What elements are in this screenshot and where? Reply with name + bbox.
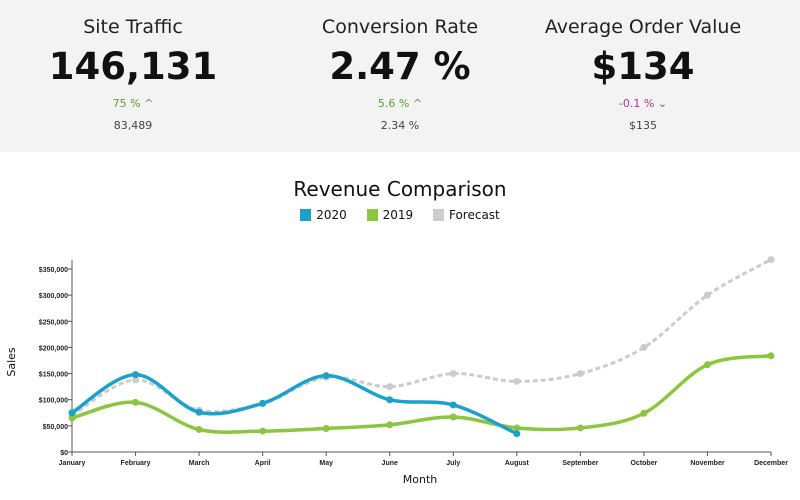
x-axis-label: Month [403, 473, 438, 486]
legend-label: 2020 [316, 208, 347, 222]
kpi-value: $134 [591, 45, 695, 88]
data-point-2019 [703, 361, 711, 369]
kpi-previous: $135 [629, 119, 657, 132]
series-line-2019 [71, 354, 772, 434]
kpi-previous: 2.34 % [380, 119, 420, 132]
y-tick-label: $300,000 [39, 293, 68, 300]
data-point-2020 [386, 396, 394, 404]
data-point-2020 [259, 399, 267, 407]
data-point-forecast [576, 370, 584, 378]
data-point-2020 [195, 408, 203, 416]
data-point-2020 [513, 430, 521, 438]
chart-legend: 2020 2019 Forecast [0, 208, 800, 222]
kpi-change-value: 5.6 % [377, 97, 410, 110]
x-tick-label: January [59, 460, 86, 467]
data-point-2020 [449, 401, 457, 409]
data-point-forecast [132, 376, 140, 384]
legend-item-forecast[interactable]: Forecast [432, 208, 500, 222]
legend-swatch [432, 209, 444, 221]
kpi-title: Conversion Rate [321, 16, 479, 38]
legend-label: Forecast [448, 208, 500, 222]
legend-swatch [366, 209, 378, 221]
data-point-2020 [68, 409, 76, 417]
series-line-2020 [71, 372, 518, 436]
data-point-2019 [195, 426, 203, 434]
chevron-down-icon: ⌄ [657, 97, 668, 110]
legend-swatch [300, 209, 312, 221]
kpi-change: 75 % ^ [3, 97, 263, 110]
data-point-2019 [386, 421, 394, 429]
data-point-2019 [513, 424, 521, 432]
y-axis-label: Sales [5, 347, 18, 377]
data-point-forecast [767, 256, 775, 264]
kpi-title: Average Order Value [544, 16, 742, 38]
y-tick-label: $150,000 [39, 372, 68, 379]
kpi-change: -0.1 % ⌄ [513, 97, 773, 110]
kpi-previous: 83,489 [113, 119, 153, 132]
legend-item-2020[interactable]: 2020 [300, 208, 347, 222]
legend-item-2019[interactable]: 2019 [366, 208, 414, 222]
y-tick-label: $50,000 [43, 424, 68, 431]
data-point-forecast [513, 377, 521, 385]
x-tick-label: October [630, 460, 657, 467]
kpi-change-value: 75 % [112, 97, 141, 110]
data-point-2019 [449, 413, 457, 421]
data-point-2019 [322, 424, 330, 432]
x-tick-label: June [382, 460, 398, 467]
data-point-2019 [640, 409, 648, 417]
data-point-forecast [640, 343, 648, 351]
x-tick-label: August [505, 460, 530, 467]
data-point-forecast [386, 383, 394, 391]
y-tick-label: $250,000 [39, 319, 68, 326]
data-point-2019 [132, 398, 140, 406]
x-tick-label: May [319, 460, 333, 467]
data-point-2019 [259, 427, 267, 435]
series-line-forecast [71, 258, 772, 417]
y-tick-label: $200,000 [39, 345, 68, 352]
x-tick-label: March [189, 460, 210, 467]
data-point-2019 [68, 414, 76, 422]
data-point-2020 [322, 372, 330, 380]
kpi-change: 5.6 % ^ [270, 97, 530, 110]
kpi-panel: Site Traffic 146,131 75 % ^ 83,489 Conve… [0, 0, 800, 152]
kpi-value: 2.47 % [329, 45, 471, 88]
y-tick-label: $0 [60, 450, 68, 457]
chart-title: Revenue Comparison [293, 177, 507, 201]
data-point-2020 [132, 371, 140, 379]
x-tick-label: July [446, 460, 460, 467]
y-tick-label: $350,000 [39, 267, 68, 274]
kpi-change-value: -0.1 % [618, 97, 655, 110]
data-point-2019 [767, 352, 775, 360]
x-tick-label: April [255, 460, 271, 467]
x-tick-label: February [121, 460, 151, 467]
chevron-up-icon: ^ [144, 97, 154, 110]
x-tick-label: December [754, 460, 788, 467]
data-point-2019 [576, 424, 584, 432]
x-tick-label: November [690, 460, 725, 467]
data-point-forecast [449, 370, 457, 378]
legend-label: 2019 [382, 208, 414, 222]
data-point-forecast [703, 291, 711, 299]
y-tick-label: $100,000 [39, 398, 68, 405]
chevron-up-icon: ^ [412, 97, 423, 110]
kpi-title: Site Traffic [83, 16, 183, 38]
x-tick-label: September [562, 460, 598, 467]
kpi-value: 146,131 [48, 45, 218, 88]
